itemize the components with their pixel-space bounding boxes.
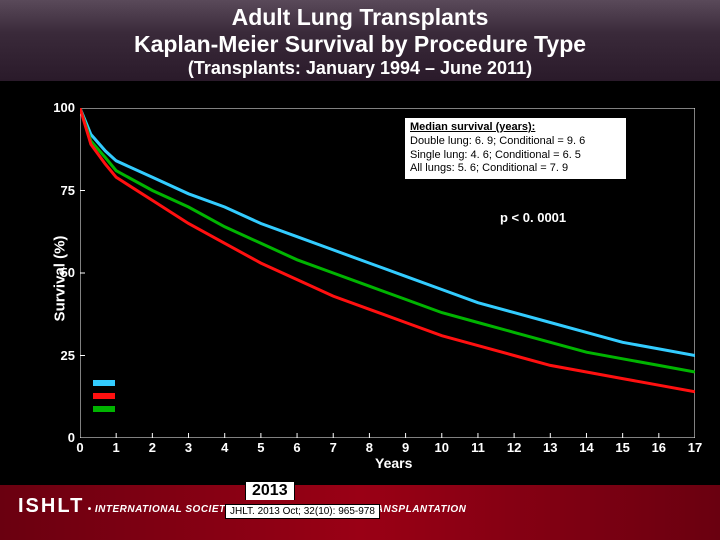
annot-header: Median survival (years): bbox=[410, 121, 621, 135]
x-tick-label: 16 bbox=[649, 440, 669, 455]
annot-line: Single lung: 4. 6; Conditional = 6. 5 bbox=[410, 149, 621, 163]
x-tick-label: 3 bbox=[179, 440, 199, 455]
chart-container: Survival (%) Years 0255075100 0123456789… bbox=[25, 100, 705, 470]
x-tick-label: 14 bbox=[576, 440, 596, 455]
title-line-2: Kaplan-Meier Survival by Procedure Type bbox=[0, 31, 720, 58]
title-line-3: (Transplants: January 1994 – June 2011) bbox=[0, 58, 720, 79]
x-tick-label: 4 bbox=[215, 440, 235, 455]
y-tick-label: 75 bbox=[35, 183, 75, 198]
y-tick-label: 25 bbox=[35, 348, 75, 363]
x-tick-label: 11 bbox=[468, 440, 488, 455]
y-tick-label: 50 bbox=[35, 265, 75, 280]
year-badge: 2013 bbox=[245, 481, 295, 500]
x-tick-label: 10 bbox=[432, 440, 452, 455]
x-tick-label: 7 bbox=[323, 440, 343, 455]
p-value-text: p < 0. 0001 bbox=[500, 210, 566, 225]
y-tick-label: 100 bbox=[35, 100, 75, 115]
x-tick-label: 17 bbox=[685, 440, 705, 455]
citation-badge: JHLT. 2013 Oct; 32(10): 965-978 bbox=[225, 504, 380, 519]
annot-line: All lungs: 5. 6; Conditional = 7. 9 bbox=[410, 162, 621, 176]
slide-header: Adult Lung Transplants Kaplan-Meier Surv… bbox=[0, 0, 720, 81]
x-tick-label: 0 bbox=[70, 440, 90, 455]
y-tick-label: 0 bbox=[35, 430, 75, 445]
logo-acronym: ISHLT bbox=[18, 495, 84, 517]
legend-swatch bbox=[93, 406, 115, 412]
x-tick-label: 8 bbox=[359, 440, 379, 455]
legend-swatch bbox=[93, 380, 115, 386]
x-tick-label: 15 bbox=[613, 440, 633, 455]
annot-line: Double lung: 6. 9; Conditional = 9. 6 bbox=[410, 135, 621, 149]
legend-swatch bbox=[93, 393, 115, 399]
x-tick-label: 13 bbox=[540, 440, 560, 455]
x-tick-label: 1 bbox=[106, 440, 126, 455]
x-tick-label: 12 bbox=[504, 440, 524, 455]
x-tick-label: 6 bbox=[287, 440, 307, 455]
x-tick-label: 2 bbox=[142, 440, 162, 455]
x-axis-label: Years bbox=[375, 455, 412, 471]
title-line-1: Adult Lung Transplants bbox=[0, 4, 720, 31]
x-tick-label: 5 bbox=[251, 440, 271, 455]
x-tick-label: 9 bbox=[396, 440, 416, 455]
median-survival-box: Median survival (years): Double lung: 6.… bbox=[403, 116, 628, 181]
